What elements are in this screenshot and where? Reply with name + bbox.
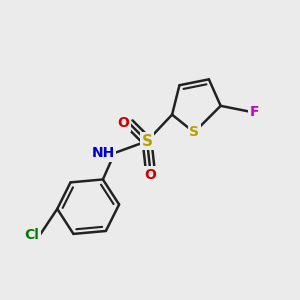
Text: O: O bbox=[144, 168, 156, 182]
Text: S: S bbox=[189, 125, 199, 139]
Text: O: O bbox=[118, 116, 129, 130]
Text: S: S bbox=[142, 134, 153, 149]
Text: F: F bbox=[250, 105, 260, 119]
Text: NH: NH bbox=[92, 146, 115, 160]
Text: Cl: Cl bbox=[25, 228, 40, 242]
